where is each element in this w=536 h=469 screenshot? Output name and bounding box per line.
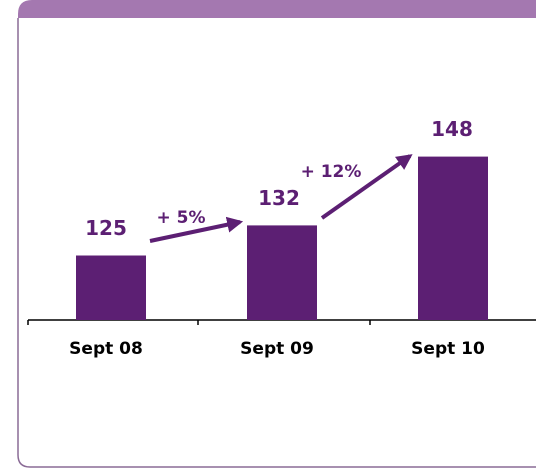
bar <box>247 225 317 320</box>
value-label: 132 <box>258 186 300 210</box>
x-tick-label: Sept 10 <box>411 339 485 359</box>
panel-border <box>17 18 536 468</box>
x-tick-label: Sept 08 <box>69 339 143 359</box>
growth-arrow <box>320 154 413 220</box>
annotation: + 12% <box>301 162 362 182</box>
bar <box>418 156 488 320</box>
x-tick-label: Sept 09 <box>240 339 314 359</box>
bar <box>76 255 146 320</box>
value-label: 125 <box>85 216 127 240</box>
value-label: 148 <box>431 117 473 141</box>
annotation: + 5% <box>156 208 205 228</box>
growth-arrow <box>149 216 244 243</box>
